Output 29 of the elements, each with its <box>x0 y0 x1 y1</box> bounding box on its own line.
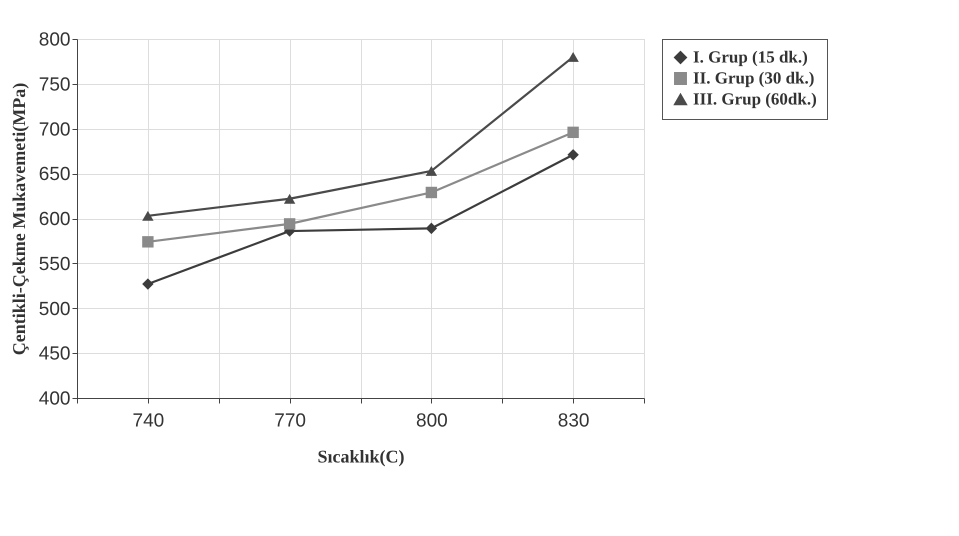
y-tick-label: 550 <box>38 254 70 275</box>
y-tick-label: 700 <box>38 119 70 140</box>
y-axis-title: Çentikli-Çekme Mukavemeti(MPa) <box>8 82 29 356</box>
point <box>567 149 579 160</box>
x-axis-title: Sıcaklık(C) <box>317 446 405 466</box>
point <box>426 186 438 198</box>
y-tick-label: 650 <box>38 164 70 186</box>
y-tick-label: 450 <box>38 344 70 365</box>
point <box>567 52 579 62</box>
y-tick-label: 400 <box>38 388 70 410</box>
y-tick-label: 750 <box>38 74 70 96</box>
legend-label: II. Grup (30 dk.) <box>693 68 814 88</box>
y-tick-label: 800 <box>38 30 70 50</box>
legend-label: I. Grup (15 dk.) <box>693 48 808 66</box>
x-tick-label: 740 <box>132 410 164 432</box>
y-tick-label: 500 <box>38 298 70 320</box>
x-tick-label: 770 <box>274 410 306 432</box>
y-tick-label: 600 <box>38 209 70 230</box>
point <box>426 222 438 234</box>
x-tick-label: 800 <box>416 410 448 432</box>
x-tick-label: 830 <box>558 410 590 432</box>
point <box>142 210 154 221</box>
point <box>284 218 296 230</box>
point <box>567 126 579 138</box>
point <box>142 236 154 248</box>
point <box>142 278 154 290</box>
point <box>284 194 296 204</box>
point <box>426 166 438 176</box>
legend-label: III. Grup (60dk.) <box>693 90 817 108</box>
